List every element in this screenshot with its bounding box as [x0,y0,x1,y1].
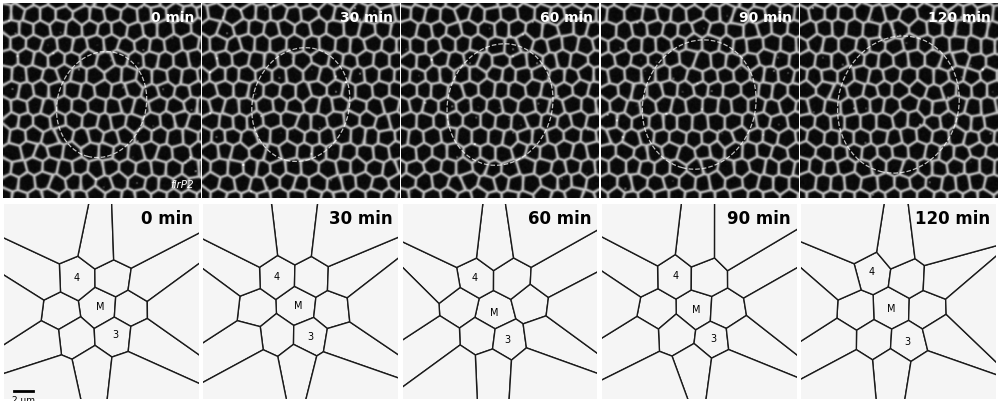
Text: 4: 4 [869,267,875,277]
Text: 4: 4 [74,273,80,284]
Text: 30 min: 30 min [340,11,393,25]
Text: 0 min: 0 min [141,210,193,228]
Text: M: M [490,308,498,318]
Text: 4: 4 [472,273,478,283]
Text: 90 min: 90 min [739,11,792,25]
Text: 3: 3 [307,332,313,342]
Text: 60 min: 60 min [528,210,592,228]
Text: M: M [692,305,700,315]
Text: 3: 3 [113,330,119,340]
Text: 90 min: 90 min [727,210,791,228]
Text: M: M [294,301,302,311]
Text: M: M [96,302,104,312]
Text: 60 min: 60 min [540,11,593,25]
Text: 3: 3 [904,336,911,346]
Text: 4: 4 [274,271,280,282]
Text: 2 μm: 2 μm [12,397,35,401]
Text: 120 min: 120 min [928,11,991,25]
Text: 3: 3 [710,334,716,344]
Text: flrP2: flrP2 [171,180,194,190]
Text: 4: 4 [673,271,679,281]
Text: 120 min: 120 min [915,210,990,228]
Text: M: M [887,304,895,314]
Text: 3: 3 [504,334,510,344]
Text: 30 min: 30 min [329,210,392,228]
Text: 0 min: 0 min [151,11,194,25]
